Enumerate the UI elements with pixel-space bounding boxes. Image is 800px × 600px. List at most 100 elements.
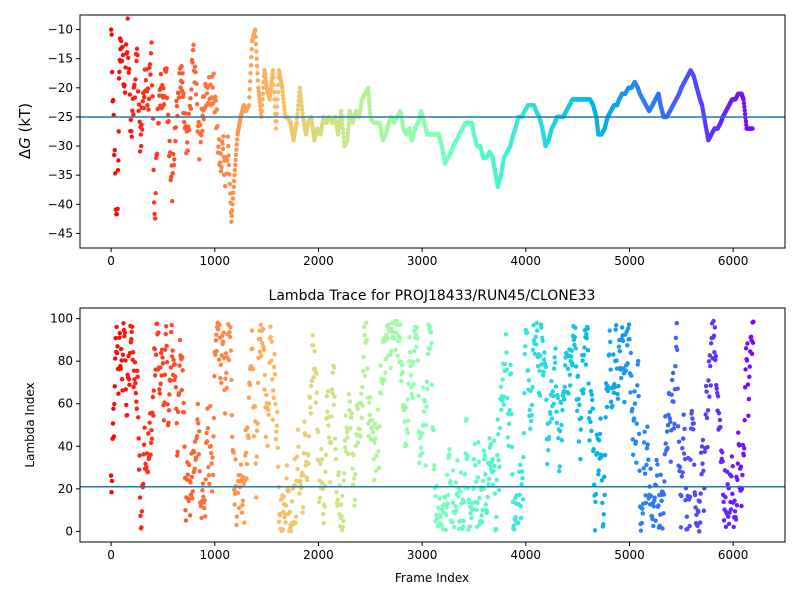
- lambda-point: [378, 391, 384, 396]
- lambda-point: [723, 524, 729, 529]
- delta-g-point: [129, 128, 134, 134]
- lambda-point: [208, 450, 214, 456]
- lambda-point: [737, 443, 742, 448]
- delta-g-point: [298, 92, 303, 98]
- delta-g-point: [193, 70, 198, 75]
- lambda-point: [254, 428, 260, 433]
- lambda-point: [213, 352, 218, 357]
- delta-g-point: [299, 103, 304, 109]
- delta-g-point: [268, 86, 274, 91]
- lambda-x-ticks: 0 1000 2000 3000 4000 5000 6000: [107, 542, 748, 562]
- lambda-point: [119, 358, 124, 363]
- lambda-point: [284, 476, 289, 481]
- delta-g-point: [164, 66, 169, 71]
- lambda-point: [683, 497, 688, 503]
- lambda-point: [591, 447, 596, 452]
- lambda-point: [304, 477, 310, 483]
- lambda-point: [706, 359, 712, 364]
- lambda-point: [666, 412, 671, 418]
- delta-g-point: [234, 147, 239, 152]
- lambda-point: [499, 407, 504, 412]
- delta-g-point: [298, 96, 304, 101]
- lambda-point: [557, 469, 562, 474]
- lambda-point: [216, 357, 222, 362]
- lambda-point: [400, 369, 405, 375]
- delta-g-x-ticks: 0 1000 2000 3000 4000 5000 6000: [107, 248, 748, 268]
- lambda-point: [544, 397, 549, 403]
- delta-g-point: [366, 85, 371, 91]
- lambda-point: [531, 338, 537, 343]
- lambda-point: [404, 443, 409, 448]
- lambda-y-tick-label: 40: [58, 439, 73, 453]
- lambda-point: [330, 391, 335, 396]
- lambda-point: [738, 464, 744, 469]
- lambda-point: [270, 377, 275, 382]
- lambda-point: [171, 357, 176, 363]
- lambda-point: [161, 418, 167, 423]
- lambda-point: [165, 402, 170, 407]
- lambda-point: [397, 336, 403, 341]
- lambda-point: [139, 509, 145, 514]
- lambda-point: [273, 401, 278, 407]
- lambda-point: [704, 389, 709, 394]
- delta-g-point: [134, 58, 139, 64]
- lambda-point: [743, 346, 749, 351]
- lambda-point: [164, 360, 170, 365]
- lambda-point: [505, 395, 510, 401]
- lambda-point: [562, 397, 567, 402]
- lambda-point: [707, 394, 712, 399]
- lambda-point: [687, 494, 693, 500]
- lambda-point: [127, 382, 132, 388]
- lambda-point: [739, 503, 744, 509]
- lambda-point: [192, 466, 197, 471]
- lambda-point: [506, 411, 511, 416]
- lambda-point: [655, 462, 660, 467]
- delta-g-y-tick-label: −45: [48, 226, 73, 240]
- lambda-point: [366, 434, 371, 439]
- delta-g-point: [741, 97, 746, 102]
- lambda-point: [494, 514, 499, 520]
- lambda-point: [172, 362, 178, 367]
- lambda-point: [509, 444, 515, 450]
- lambda-x-tick-label: 6000: [718, 548, 749, 562]
- lambda-point: [151, 413, 156, 418]
- lambda-point: [339, 514, 344, 519]
- delta-g-point: [227, 181, 233, 187]
- lambda-point: [314, 371, 319, 376]
- lambda-point: [207, 481, 212, 487]
- delta-g-point: [129, 134, 135, 139]
- lambda-point: [630, 406, 635, 412]
- lambda-point: [720, 450, 725, 455]
- lambda-point: [497, 464, 502, 470]
- lambda-point: [377, 465, 382, 471]
- lambda-point: [343, 445, 348, 450]
- delta-g-point: [146, 107, 151, 112]
- lambda-point: [388, 348, 394, 354]
- delta-g-point: [220, 141, 225, 146]
- lambda-point: [735, 477, 740, 482]
- delta-g-point: [220, 146, 226, 152]
- delta-g-point: [123, 65, 128, 70]
- lambda-point: [562, 363, 568, 368]
- lambda-y-tick-label: 60: [58, 397, 73, 411]
- lambda-point: [662, 479, 667, 484]
- lambda-point: [123, 387, 128, 392]
- lambda-point: [202, 505, 207, 511]
- lambda-point: [414, 344, 419, 349]
- lambda-point: [422, 399, 427, 404]
- lambda-point: [234, 514, 240, 519]
- lambda-point: [736, 430, 741, 435]
- lambda-point: [338, 502, 344, 507]
- lambda-point: [598, 416, 603, 421]
- lambda-point: [332, 365, 337, 370]
- delta-g-point: [366, 96, 372, 101]
- lambda-point: [204, 439, 210, 444]
- lambda-point: [321, 520, 326, 526]
- lambda-point: [242, 520, 247, 525]
- lambda-point: [416, 460, 422, 466]
- lambda-point: [472, 441, 477, 447]
- lambda-point: [393, 330, 398, 335]
- lambda-point: [351, 476, 357, 481]
- lambda-point: [487, 445, 493, 450]
- lambda-point: [743, 367, 748, 372]
